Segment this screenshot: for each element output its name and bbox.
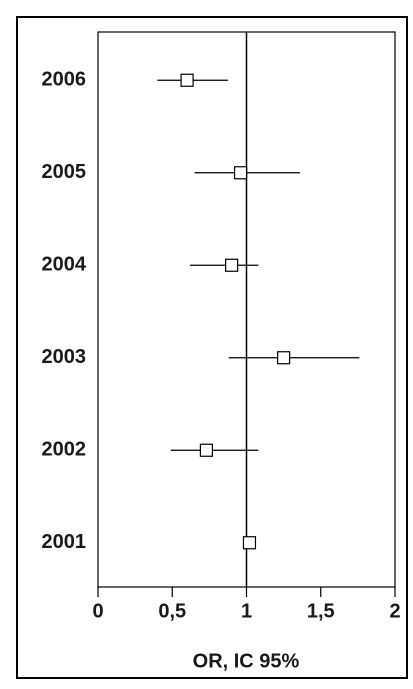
x-axis-label: OR, IC 95% <box>193 650 300 672</box>
x-tick-label: 1 <box>241 600 252 622</box>
x-tick-label: 2 <box>389 600 400 622</box>
x-tick-label: 1,5 <box>307 600 335 622</box>
point <box>225 258 239 272</box>
point <box>180 73 194 87</box>
x-tick-label: 0 <box>92 600 103 622</box>
y-tick-label: 2006 <box>42 69 87 91</box>
point <box>277 351 291 365</box>
point <box>242 536 257 550</box>
point <box>199 443 214 457</box>
y-tick-label: 2003 <box>42 346 87 368</box>
point <box>233 166 248 180</box>
y-tick-label: 2005 <box>42 161 87 183</box>
x-tick-label: 0,5 <box>158 600 186 622</box>
y-tick-label: 2001 <box>42 531 87 553</box>
y-tick-label: 2002 <box>42 439 87 461</box>
y-tick-label: 2004 <box>42 254 87 276</box>
frame <box>16 16 408 679</box>
